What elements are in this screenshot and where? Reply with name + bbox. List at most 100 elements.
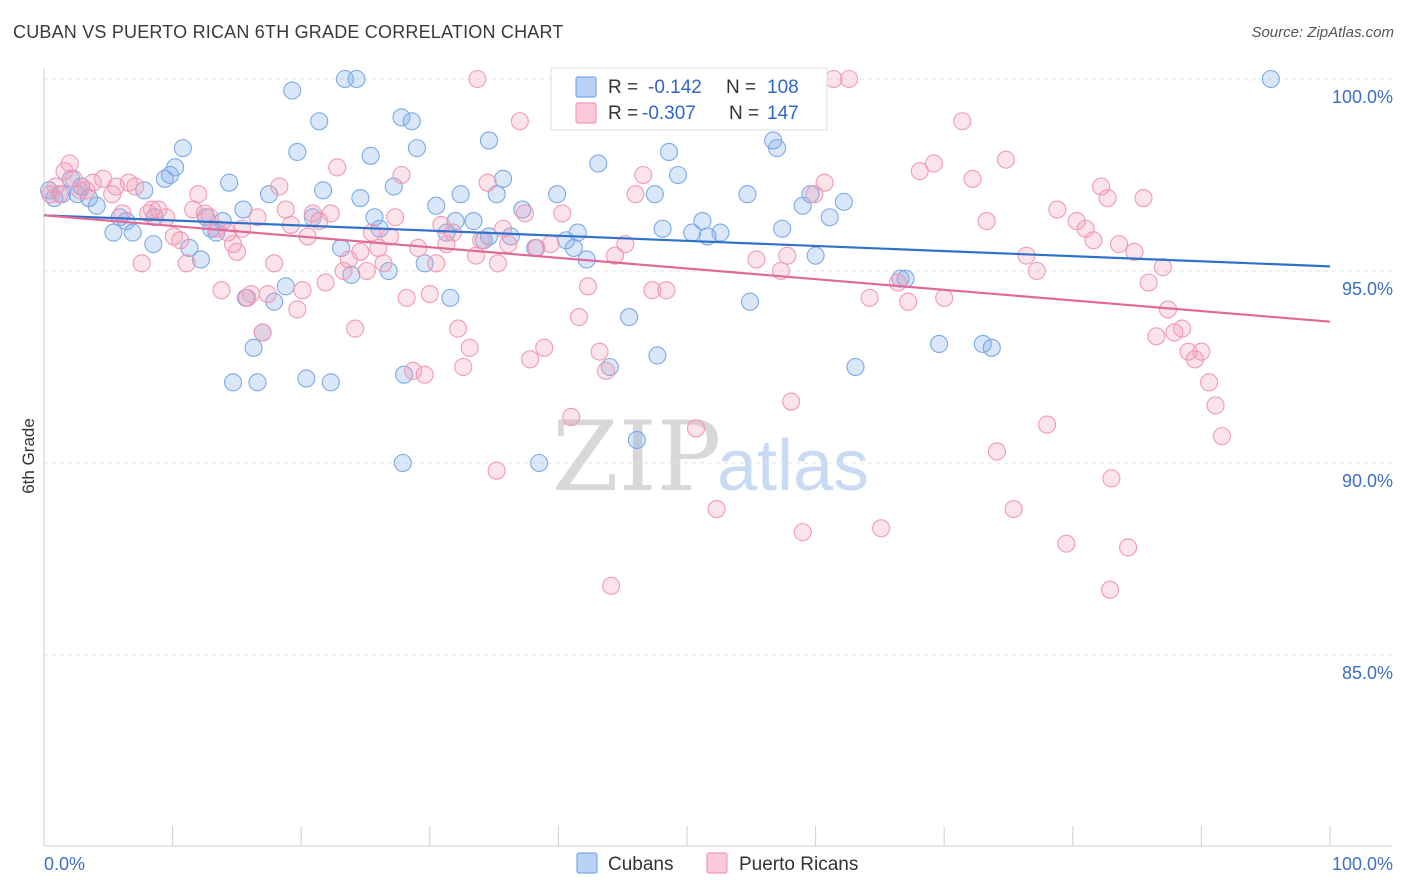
cubans-point-102 [982,338,1001,357]
puerto-ricans-point-144 [1185,350,1205,369]
cubans-point-60 [446,212,465,231]
cubans-point-37 [297,369,316,388]
puerto-ricans-point-125 [1048,200,1067,219]
cubans-point-39 [310,112,329,131]
puerto-ricans-point-22 [177,254,196,273]
cubans-point-45 [347,69,366,89]
cubans-point-53 [395,365,414,384]
puerto-ricans-point-55 [362,223,381,242]
puerto-ricans-point-59 [386,208,405,227]
puerto-ricans-point-145 [1192,342,1211,361]
cubans-point-59 [441,288,460,307]
puerto-ricans-point-29 [218,223,237,242]
cubans-point-33 [265,292,284,311]
y-tick-labels: 100.0% 95.0% 90.0% 85.0% [1332,87,1393,683]
puerto-ricans-point-28 [212,281,231,300]
cubans-point-52 [392,108,411,127]
puerto-ricans-point-71 [454,357,473,377]
puerto-ricans-point-129 [1084,231,1103,250]
cubans-point-87 [738,185,757,204]
puerto-ricans-point-45 [303,204,322,223]
puerto-ricans-point-54 [357,261,376,281]
chart-source: Source: ZipAtlas.com [1251,24,1394,41]
puerto-ricans-point-81 [521,350,540,369]
puerto-ricans-point-94 [634,165,653,185]
cubans-point-82 [668,165,688,185]
y-tick-label-2: 90.0% [1342,471,1393,491]
cubans-point-64 [479,131,499,150]
puerto-ricans-point-103 [782,392,801,411]
cubans-point-35 [283,81,302,100]
cubans-point-77 [620,308,639,327]
puerto-ricans-point-70 [449,319,468,338]
cubans-point-94 [806,246,825,265]
stats-legend: R = -0.142 N = 108 R = -0.307 N = 147 [550,67,828,131]
puerto-ricans-point-62 [404,361,423,380]
puerto-ricans-point-132 [1102,469,1121,488]
stats-r-value-puerto-ricans: -0.307 [642,103,696,124]
puerto-ricans-point-24 [189,185,208,204]
cubans-point-18 [173,139,192,158]
puerto-ricans-point-121 [1004,500,1023,519]
puerto-ricans-point-64 [415,365,434,384]
puerto-ricans-point-37 [258,284,277,304]
puerto-ricans-point-75 [478,173,497,192]
puerto-ricans-point-151 [487,461,506,480]
x-tick-label-max: 100.0% [1332,854,1393,874]
stats-n-label-cubans: N = [726,77,756,98]
puerto-ricans-point-72 [460,338,479,357]
puerto-ricans-point-38 [265,254,284,273]
puerto-ricans-point-50 [334,261,353,281]
puerto-ricans-point-31 [227,242,246,261]
puerto-ricans-point-111 [888,273,907,292]
cubans-point-86 [711,223,730,242]
cubans-point-107 [393,453,412,473]
cubans-point-93 [801,185,820,204]
cubans-point-81 [659,142,679,162]
puerto-ricans-point-148 [1212,427,1232,446]
puerto-ricans-point-36 [253,323,272,342]
cubans-point-7 [87,196,106,215]
puerto-ricans-point-17 [142,200,162,219]
puerto-ricans-point-19 [157,208,176,227]
x-tick-label-min: 0.0% [44,854,85,874]
cubans-point-62 [464,212,483,231]
cubans-point-105 [645,185,664,204]
puerto-ricans-point-134 [1119,538,1138,557]
puerto-ricans-point-39 [270,177,289,196]
puerto-ricans-point-21 [171,231,190,250]
cubans-point-25 [220,173,239,192]
puerto-ricans-point-74 [472,231,491,250]
cubans-trend-line [43,214,1331,268]
puerto-ricans-point-153 [468,69,487,89]
watermark-zip: ZIP [552,401,721,513]
puerto-ricans-point-90 [596,361,616,380]
puerto-ricans-point-135 [1125,242,1144,261]
points-layer [40,69,1280,599]
puerto-ricans-point-92 [616,235,635,254]
cubans-point-46 [351,188,370,208]
cubans-point-36 [288,142,307,162]
y-axis-label: 6th Grade [19,418,38,494]
puerto-ricans-point-7 [77,181,96,200]
cubans-point-100 [930,334,949,354]
cubans-point-55 [407,139,426,158]
cubans-point-17 [166,158,185,177]
puerto-ricans-point-105 [805,185,824,204]
puerto-ricans-point-99 [707,500,726,519]
puerto-ricans-point-130 [1092,177,1111,196]
puerto-ricans-point-150 [602,576,621,595]
cubans-point-97 [846,357,865,377]
puerto-ricans-point-113 [910,162,929,181]
cubans-point-57 [427,196,446,215]
puerto-ricans-point-109 [860,288,879,307]
puerto-ricans-point-48 [321,204,340,223]
watermark-atlas: atlas [717,426,869,506]
puerto-ricans-point-61 [397,288,416,307]
puerto-ricans-point-60 [392,165,411,185]
puerto-ricans-point-123 [1027,261,1046,281]
cubans-point-101 [973,334,992,354]
puerto-ricans-point-108 [839,69,859,89]
cubans-point-20 [191,250,210,269]
